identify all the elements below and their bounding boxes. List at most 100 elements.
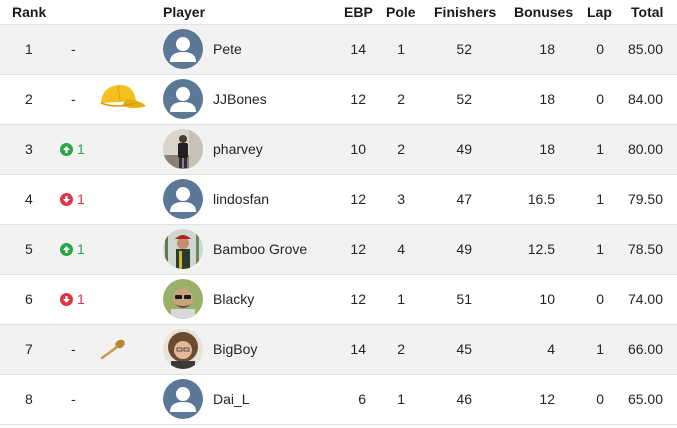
finishers-cell: 52 [456, 91, 472, 107]
avatar[interactable] [163, 179, 203, 219]
bonuses-cell: 4 [547, 341, 555, 357]
ebp-cell: 14 [350, 341, 366, 357]
ebp-cell: 10 [350, 141, 366, 157]
row-divider [0, 224, 677, 225]
ebp-cell: 12 [350, 191, 366, 207]
player-name[interactable]: lindosfan [213, 191, 270, 207]
avatar[interactable] [163, 29, 203, 69]
row-divider [0, 374, 677, 375]
lap-cell: 0 [596, 91, 604, 107]
total-cell: 85.00 [627, 41, 663, 57]
pole-cell: 2 [397, 141, 405, 157]
table-row[interactable]: 3 1 pharvey 10 2 49 18 1 80.00 [0, 124, 677, 174]
yellow-cap-icon [96, 74, 148, 124]
lap-cell: 0 [596, 291, 604, 307]
movement-value: 1 [77, 141, 85, 157]
pole-cell: 4 [397, 241, 405, 257]
rank-movement: - [71, 391, 76, 407]
finishers-cell: 46 [456, 391, 472, 407]
ebp-cell: 12 [350, 291, 366, 307]
row-divider [0, 324, 677, 325]
table-row[interactable]: 2 - JJBones 12 2 52 18 0 84.00 [0, 74, 677, 124]
header-rank[interactable]: Rank [12, 4, 47, 20]
pole-cell: 1 [397, 391, 405, 407]
row-divider [0, 24, 677, 25]
wooden-spoon-icon [96, 324, 148, 374]
arrow-down-icon [60, 193, 73, 206]
arrow-up-icon [60, 243, 73, 256]
avatar[interactable] [163, 279, 203, 319]
table-row[interactable]: 7 - BigBoy 14 2 45 4 1 66.00 [0, 324, 677, 374]
movement-value: 1 [77, 241, 85, 257]
header-bonuses[interactable]: Bonuses [514, 4, 574, 20]
player-name[interactable]: Dai_L [213, 391, 250, 407]
avatar[interactable] [163, 229, 203, 269]
table-bottom-border [0, 424, 677, 425]
header-lap[interactable]: Lap [587, 4, 612, 20]
rank-movement: - [71, 91, 76, 107]
table-header: Rank Player EBP Pole Finishers Bonuses L… [0, 0, 677, 24]
lap-cell: 1 [596, 341, 604, 357]
total-cell: 65.00 [627, 391, 663, 407]
finishers-cell: 49 [456, 141, 472, 157]
rank-movement: - [71, 41, 76, 57]
player-name[interactable]: Blacky [213, 291, 255, 307]
table-row[interactable]: 4 1 lindosfan 12 3 47 16.5 1 79.50 [0, 174, 677, 224]
rank-cell: 8 [25, 391, 33, 407]
table-row[interactable]: 1 - Pete 14 1 52 18 0 85.00 [0, 24, 677, 74]
player-name[interactable]: JJBones [213, 91, 267, 107]
arrow-down-icon [60, 293, 73, 306]
bonuses-cell: 18 [539, 41, 555, 57]
total-cell: 66.00 [627, 341, 663, 357]
player-name[interactable]: pharvey [213, 141, 263, 157]
header-total[interactable]: Total [631, 4, 664, 20]
header-player[interactable]: Player [163, 4, 206, 20]
table-row[interactable]: 5 1 Bamboo Grove 12 4 49 12.5 1 78.50 [0, 224, 677, 274]
rank-cell: 7 [25, 341, 33, 357]
total-cell: 84.00 [627, 91, 663, 107]
lap-cell: 0 [596, 391, 604, 407]
total-cell: 74.00 [627, 291, 663, 307]
rank-cell: 2 [25, 91, 33, 107]
player-name[interactable]: BigBoy [213, 341, 258, 357]
rank-movement: 1 [60, 274, 100, 324]
ebp-cell: 14 [350, 41, 366, 57]
pole-cell: 3 [397, 191, 405, 207]
table-row[interactable]: 8 - Dai_L 6 1 46 12 0 65.00 [0, 374, 677, 424]
header-ebp[interactable]: EBP [344, 4, 373, 20]
player-name[interactable]: Pete [213, 41, 242, 57]
row-divider [0, 274, 677, 275]
player-name[interactable]: Bamboo Grove [213, 241, 308, 257]
header-finishers[interactable]: Finishers [434, 4, 497, 20]
rank-movement: 1 [60, 224, 100, 274]
bonuses-cell: 18 [539, 141, 555, 157]
rank-cell: 3 [25, 141, 33, 157]
total-cell: 80.00 [627, 141, 663, 157]
avatar[interactable] [163, 379, 203, 419]
finishers-cell: 45 [456, 341, 472, 357]
bonuses-cell: 12 [539, 391, 555, 407]
avatar[interactable] [163, 79, 203, 119]
pole-cell: 2 [397, 341, 405, 357]
pole-cell: 1 [397, 291, 405, 307]
rank-cell: 4 [25, 191, 33, 207]
bonuses-cell: 18 [539, 91, 555, 107]
movement-value: 1 [77, 291, 85, 307]
arrow-up-icon [60, 143, 73, 156]
movement-value: 1 [77, 191, 85, 207]
header-pole[interactable]: Pole [386, 4, 416, 20]
row-divider [0, 124, 677, 125]
rank-cell: 6 [25, 291, 33, 307]
lap-cell: 0 [596, 41, 604, 57]
row-divider [0, 74, 677, 75]
avatar[interactable] [163, 329, 203, 369]
table-row[interactable]: 6 1 Blacky 12 1 51 10 0 74.00 [0, 274, 677, 324]
avatar[interactable] [163, 129, 203, 169]
ebp-cell: 12 [350, 241, 366, 257]
bonuses-cell: 16.5 [527, 191, 555, 207]
finishers-cell: 51 [456, 291, 472, 307]
bonuses-cell: 10 [539, 291, 555, 307]
rank-movement: - [71, 341, 76, 357]
lap-cell: 1 [596, 191, 604, 207]
